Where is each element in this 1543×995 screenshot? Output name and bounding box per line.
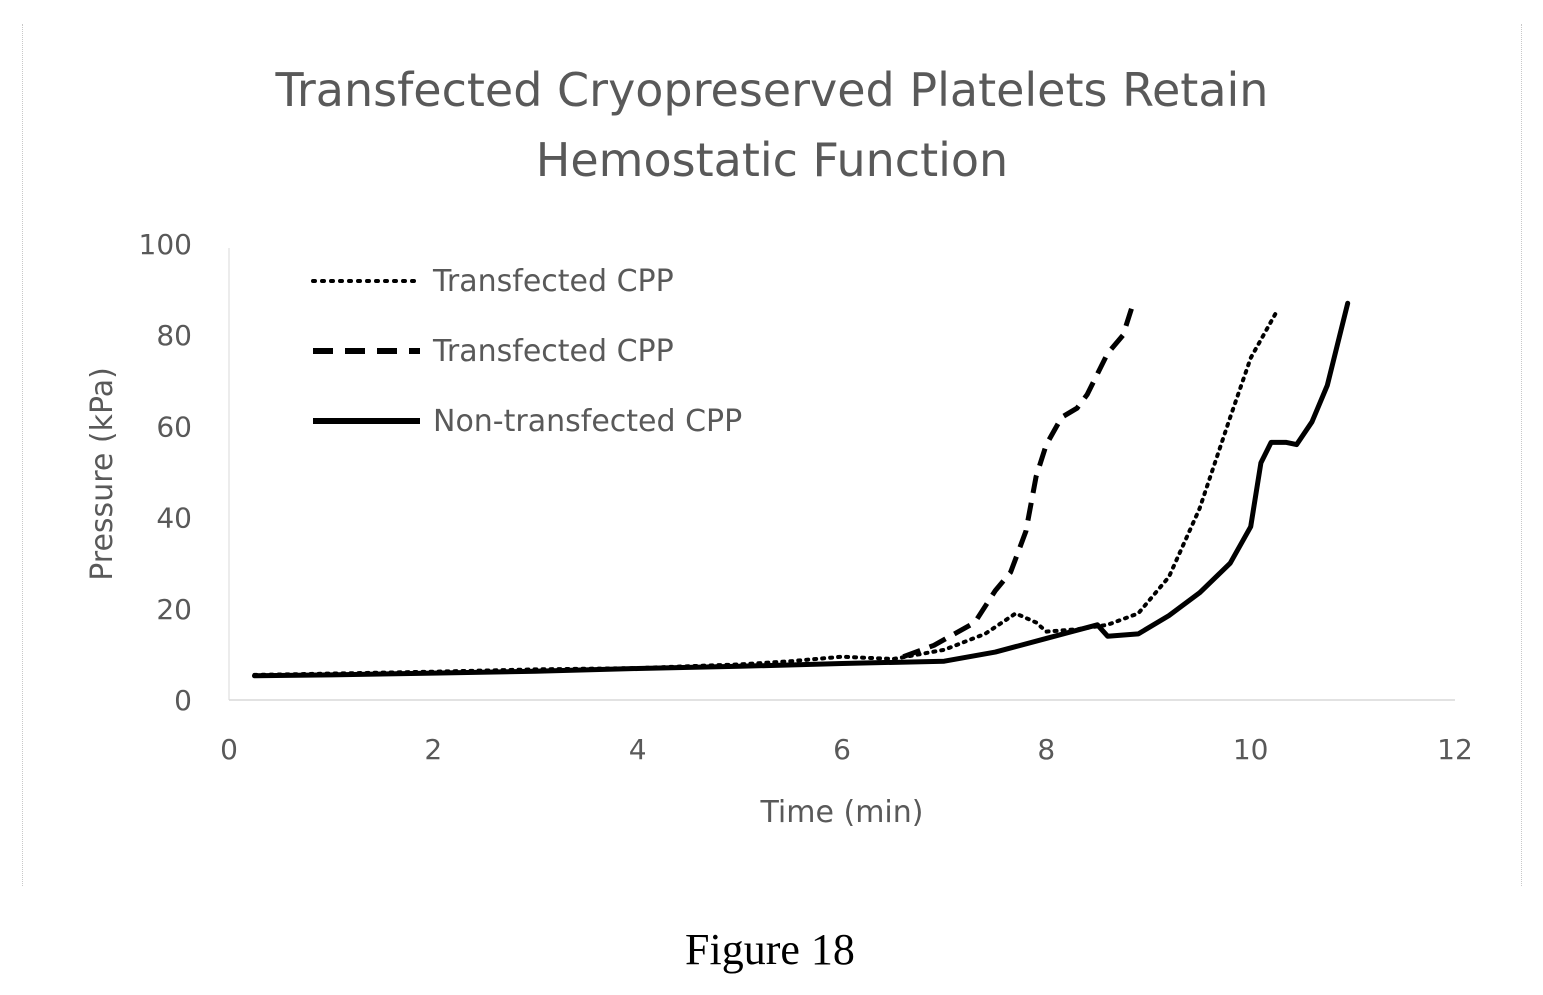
x-tick-label: 2	[424, 733, 442, 766]
x-axis-label: Time (min)	[760, 795, 924, 830]
series-line-dotted	[252, 310, 1279, 677]
series-lines	[252, 300, 1351, 679]
y-tick-label: 20	[156, 593, 192, 626]
x-tick-label: 10	[1233, 733, 1269, 766]
y-tick-label: 80	[156, 319, 192, 352]
x-tick-label: 12	[1437, 733, 1473, 766]
figure-caption: Figure 18	[685, 925, 855, 974]
legend-label-transfected-dashed: Transfected CPP	[432, 334, 674, 369]
series-line-dashed	[902, 302, 1136, 660]
y-tick-label: 60	[156, 410, 192, 443]
chart-title-line-2: Hemostatic Function	[536, 133, 1008, 187]
legend-label-transfected-dotted: Transfected CPP	[432, 264, 674, 299]
y-tick-labels: 0 20 40 60 80 100	[139, 228, 192, 717]
x-tick-labels: 0 2 4 6 8 10 12	[220, 733, 1473, 766]
x-tick-label: 8	[1037, 733, 1055, 766]
series-line-solid	[252, 300, 1351, 679]
x-tick-label: 4	[629, 733, 647, 766]
y-tick-label: 0	[174, 684, 192, 717]
x-tick-label: 0	[220, 733, 238, 766]
y-tick-label: 100	[139, 228, 192, 261]
y-axis-label: Pressure (kPa)	[85, 367, 120, 581]
legend: Transfected CPP Transfected CPP Non-tran…	[311, 264, 742, 439]
chart-frame	[22, 24, 1522, 886]
y-tick-label: 40	[156, 502, 192, 535]
x-tick-label: 6	[833, 733, 851, 766]
chart-title-line-1: Transfected Cryopreserved Platelets Reta…	[275, 63, 1269, 117]
legend-label-non-transfected: Non-transfected CPP	[433, 404, 742, 439]
